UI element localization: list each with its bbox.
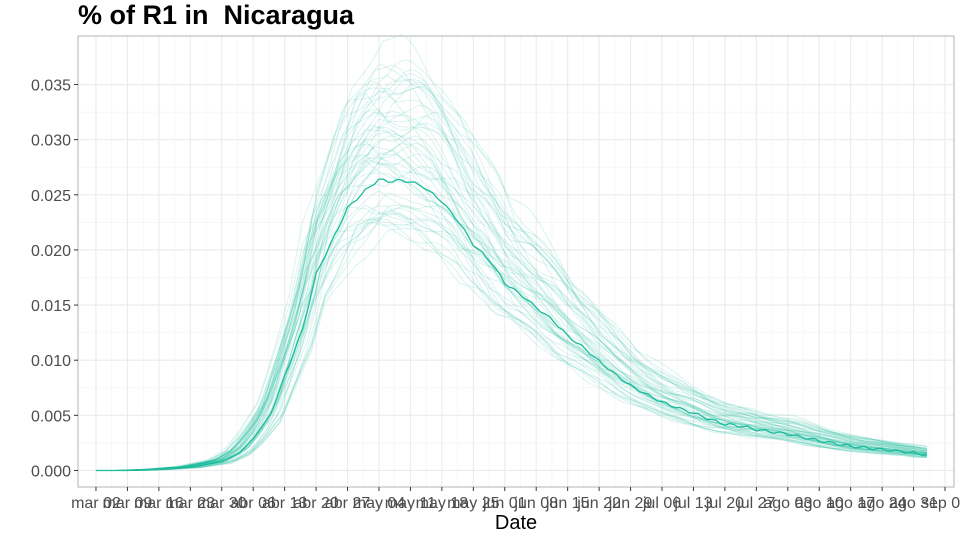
ensemble-trajectory	[96, 205, 928, 471]
ensemble-trajectory	[96, 154, 927, 471]
y-tick-label: 0.005	[31, 408, 71, 425]
x-tick-label: ago 24	[858, 495, 907, 512]
x-tick-label: may 18	[416, 495, 469, 512]
grid-lines	[78, 36, 954, 487]
ensemble-trajectory	[96, 157, 928, 471]
x-tick-label: ago 10	[795, 495, 844, 512]
ensemble-trajectory	[96, 192, 928, 471]
x-tick-label: jun 08	[513, 495, 558, 512]
plot-panel	[78, 36, 954, 487]
ensemble-trajectory	[96, 153, 928, 471]
x-tick-label: ago 31	[889, 495, 938, 512]
ensemble-trajectory	[96, 181, 928, 471]
median-line-group	[96, 178, 928, 472]
ensemble-trajectory	[96, 63, 928, 471]
ensemble-trajectory	[96, 204, 928, 471]
x-tick-label: jun 15	[545, 495, 590, 512]
ensemble-trajectory	[96, 205, 928, 471]
ensemble-trajectory	[96, 135, 927, 471]
x-tick-label: sep 07	[921, 495, 960, 512]
x-tick-label: jul 20	[705, 495, 744, 512]
ensemble-trajectory	[96, 213, 928, 471]
x-tick-label: abr 20	[293, 495, 338, 512]
x-tick-label: jun 29	[608, 495, 653, 512]
ensemble-trajectory	[96, 160, 928, 471]
ensemble-trajectory	[96, 115, 928, 471]
ensemble-trajectory	[96, 126, 928, 471]
ensemble-trajectory	[96, 140, 927, 471]
ensemble-trajectory	[96, 166, 928, 471]
x-tick-label: jun 01	[482, 495, 527, 512]
ensemble-trajectory	[96, 92, 927, 471]
ensemble-trajectory	[96, 59, 928, 471]
x-tick-label: jul 27	[736, 495, 775, 512]
y-tick-label: 0.000	[31, 463, 71, 480]
x-tick-label: mar 16	[134, 495, 184, 512]
ensemble-trajectory	[96, 72, 928, 471]
ensemble-trajectory	[96, 114, 928, 471]
y-tick-label: 0.035	[31, 78, 71, 95]
ensemble-trajectory	[96, 110, 927, 471]
x-tick-label: ago 17	[826, 495, 875, 512]
y-tick-label: 0.015	[31, 298, 71, 315]
ensemble-trajectory	[96, 64, 927, 471]
x-tick-label: abr 06	[231, 495, 276, 512]
ensemble-trajectory	[96, 204, 928, 471]
x-tick-label: mar 30	[197, 495, 247, 512]
x-tick-label: jun 22	[576, 495, 621, 512]
x-tick-label: abr 13	[262, 495, 307, 512]
x-tick-label: mar 09	[103, 495, 153, 512]
chart-title: % of R1 in Nicaragua	[78, 0, 355, 30]
x-tick-label: abr 27	[325, 495, 370, 512]
ensemble-trajectory	[96, 34, 928, 471]
median-line	[96, 178, 928, 472]
ensemble-trajectory	[96, 81, 928, 471]
y-tick-label: 0.010	[31, 353, 71, 370]
x-tick-label: may 04	[353, 495, 406, 512]
ensemble-trajectory	[96, 104, 928, 471]
x-axis-label: Date	[495, 512, 537, 534]
x-tick-label: jul 06	[642, 495, 681, 512]
ensemble-trajectory	[96, 129, 928, 471]
x-tick-label: mar 23	[165, 495, 215, 512]
x-tick-label: may 25	[447, 495, 500, 512]
ensemble-trajectory	[96, 212, 928, 471]
ensemble-trajectory	[96, 146, 928, 471]
x-tick-label: jul 13	[673, 495, 712, 512]
x-tick-label: mar 02	[71, 495, 121, 512]
y-tick-label: 0.025	[31, 188, 71, 205]
ensemble-trajectory	[96, 109, 928, 471]
ensemble-trajectory	[96, 210, 928, 471]
ensemble-trajectory	[96, 79, 928, 471]
y-tick-label: 0.020	[31, 243, 71, 260]
x-tick-label: may 11	[385, 495, 436, 512]
ensemble-trajectory	[96, 124, 928, 471]
ensemble-trajectory	[96, 142, 928, 471]
ensemble-trajectory	[96, 94, 928, 471]
y-tick-label: 0.030	[31, 133, 71, 150]
ensemble-trajectory	[96, 206, 928, 471]
y-axis: 0.000 0.005 0.010 0.015 0.020 0.025 0.030 0.035	[31, 78, 78, 480]
ensemble-trajectory	[96, 227, 928, 471]
ensemble-trajectory	[96, 69, 928, 471]
ensemble-trajectory	[96, 135, 928, 471]
ensemble-trajectory	[96, 143, 928, 471]
ensemble-trajectory	[96, 85, 928, 471]
plot-border	[77, 35, 955, 488]
ensemble-trajectory	[96, 112, 928, 471]
ensemble-trajectory	[96, 221, 928, 471]
ensemble-trajectory	[96, 81, 928, 471]
x-tick-label: ago 03	[763, 495, 812, 512]
ensemble-trajectory	[96, 149, 928, 471]
ensemble-trajectory	[96, 153, 928, 471]
ensemble-trajectory	[96, 217, 928, 471]
